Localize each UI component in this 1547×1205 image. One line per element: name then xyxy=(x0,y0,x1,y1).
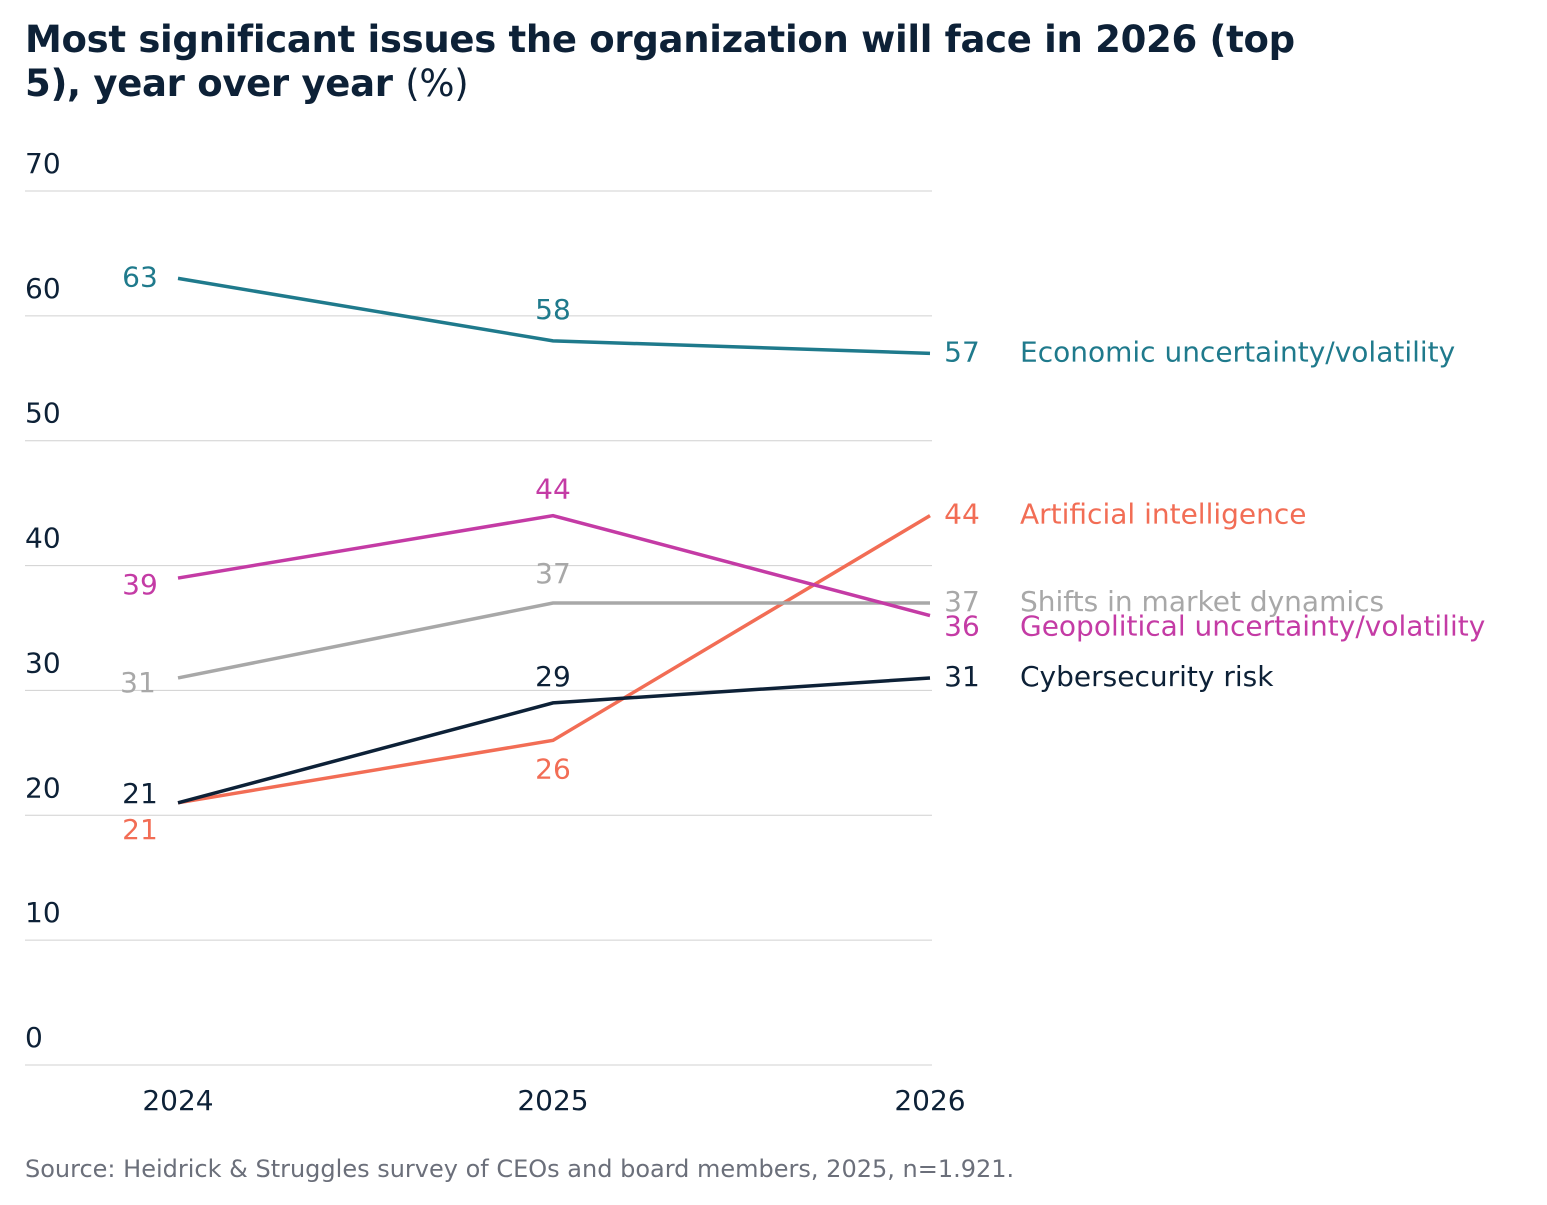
y-tick-label: 20 xyxy=(25,771,61,804)
data-label: 57 xyxy=(944,335,980,368)
y-tick-label: 10 xyxy=(25,896,61,929)
data-label: 37 xyxy=(944,585,980,618)
x-tick-label: 2025 xyxy=(517,1084,588,1117)
data-label: 21 xyxy=(122,777,158,810)
data-label: 31 xyxy=(120,666,156,699)
data-label: 21 xyxy=(122,813,158,846)
data-label: 44 xyxy=(535,473,571,506)
data-label: 39 xyxy=(122,568,158,601)
x-tick-label: 2026 xyxy=(894,1084,965,1117)
series-line xyxy=(177,276,931,356)
legend-label: Artificial intelligence xyxy=(1020,498,1307,531)
data-label: 26 xyxy=(535,752,571,785)
y-tick-label: 30 xyxy=(25,646,61,679)
title-unit: (%) xyxy=(405,62,469,105)
x-tick-label: 2024 xyxy=(142,1084,213,1117)
series-line xyxy=(177,601,930,680)
legend-label: Shifts in market dynamics xyxy=(1020,585,1384,618)
series-line xyxy=(177,513,931,618)
data-label: 36 xyxy=(944,610,980,643)
series-line xyxy=(177,514,931,805)
title-text: Most significant issues the organization… xyxy=(25,18,1295,105)
data-label: 58 xyxy=(535,293,571,326)
legend-label: Economic uncertainty/volatility xyxy=(1020,335,1455,368)
series-line xyxy=(177,676,931,805)
data-label: 44 xyxy=(944,498,980,531)
data-label: 31 xyxy=(944,660,980,693)
chart-title: Most significant issues the organization… xyxy=(25,18,1325,106)
legend-label: Geopolitical uncertainty/volatility xyxy=(1020,610,1485,643)
data-label: 63 xyxy=(122,260,158,293)
y-tick-label: 70 xyxy=(25,147,61,180)
source-note: Source: Heidrick & Struggles survey of C… xyxy=(25,1155,1014,1183)
data-label: 37 xyxy=(535,557,571,590)
y-tick-label: 0 xyxy=(25,1021,43,1054)
y-tick-label: 50 xyxy=(25,397,61,430)
legend-label: Cybersecurity risk xyxy=(1020,660,1274,693)
y-tick-label: 40 xyxy=(25,522,61,555)
y-tick-label: 60 xyxy=(25,272,61,305)
data-label: 29 xyxy=(535,660,571,693)
